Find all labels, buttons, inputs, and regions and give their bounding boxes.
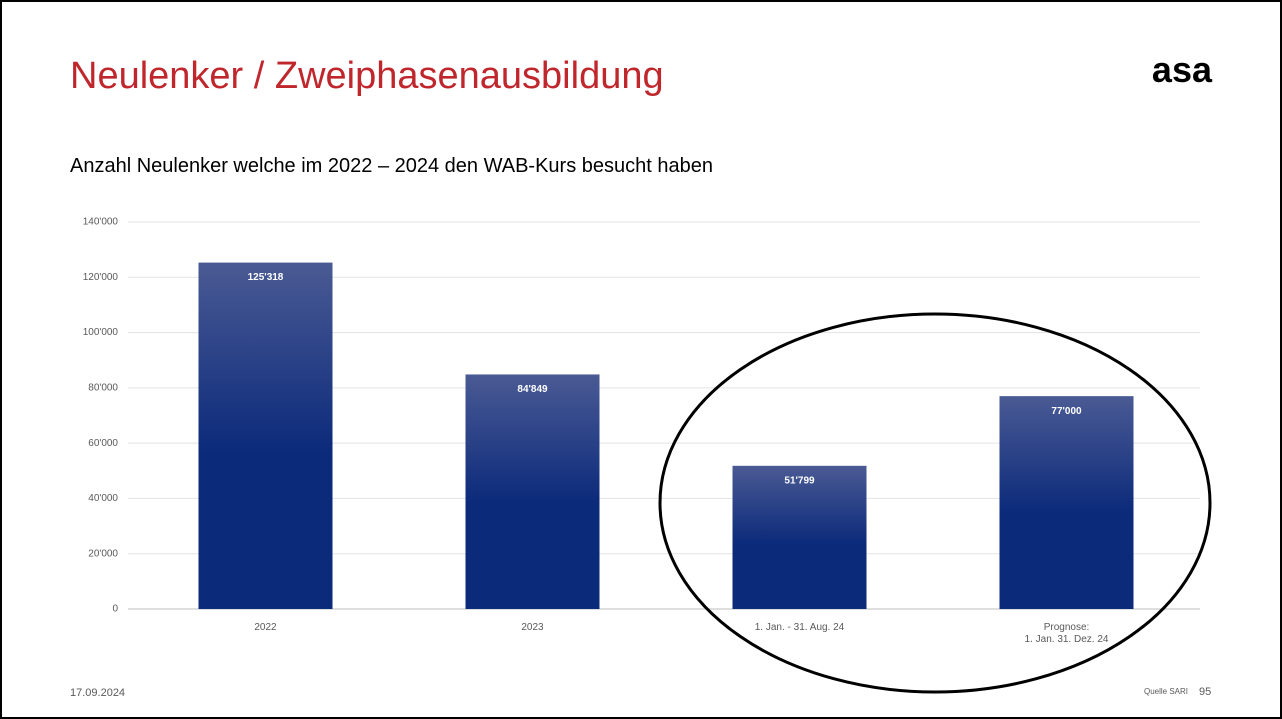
source: Quelle SARI bbox=[1144, 687, 1188, 696]
chart-title: Anzahl Neulenker welche im 2022 – 2024 d… bbox=[70, 155, 713, 177]
x-tick-label: Prognose: 1. Jan. 31. Dez. 24 bbox=[1025, 622, 1109, 645]
bar bbox=[465, 374, 600, 609]
y-tick-label: 0 bbox=[112, 604, 118, 615]
y-tick-label: 140'000 bbox=[83, 217, 119, 228]
slide-title: Neulenker / Zweiphasenausbildung bbox=[70, 55, 664, 97]
y-tick-label: 80'000 bbox=[88, 382, 118, 393]
y-tick-label: 60'000 bbox=[88, 438, 118, 449]
value-label: 51'799 bbox=[784, 475, 815, 486]
y-tick-label: 40'000 bbox=[88, 493, 118, 504]
plot: 0 20'000 40'000 60'000 80'000 100'000 120'000 1… bbox=[83, 217, 1200, 645]
x-tick-label: 1. Jan. - 31. Aug. 24 bbox=[755, 622, 845, 633]
x-tick-label: 2022 bbox=[254, 622, 277, 633]
y-tick-label: 20'000 bbox=[88, 548, 118, 559]
x-tick-label: 2023 bbox=[521, 622, 544, 633]
highlight-ellipse bbox=[658, 312, 1212, 694]
value-label: 84'849 bbox=[517, 384, 548, 395]
y-tick-label: 120'000 bbox=[83, 272, 119, 283]
value-label: 77'000 bbox=[1051, 406, 1082, 417]
logo: asa bbox=[1152, 49, 1213, 90]
y-tick-label: 100'000 bbox=[83, 327, 119, 338]
bar bbox=[732, 465, 867, 609]
bar bbox=[999, 396, 1134, 609]
value-label: 125'318 bbox=[248, 272, 284, 283]
page-number: 95 bbox=[1199, 686, 1211, 698]
bar bbox=[198, 262, 333, 609]
date: 17.09.2024 bbox=[70, 687, 125, 699]
